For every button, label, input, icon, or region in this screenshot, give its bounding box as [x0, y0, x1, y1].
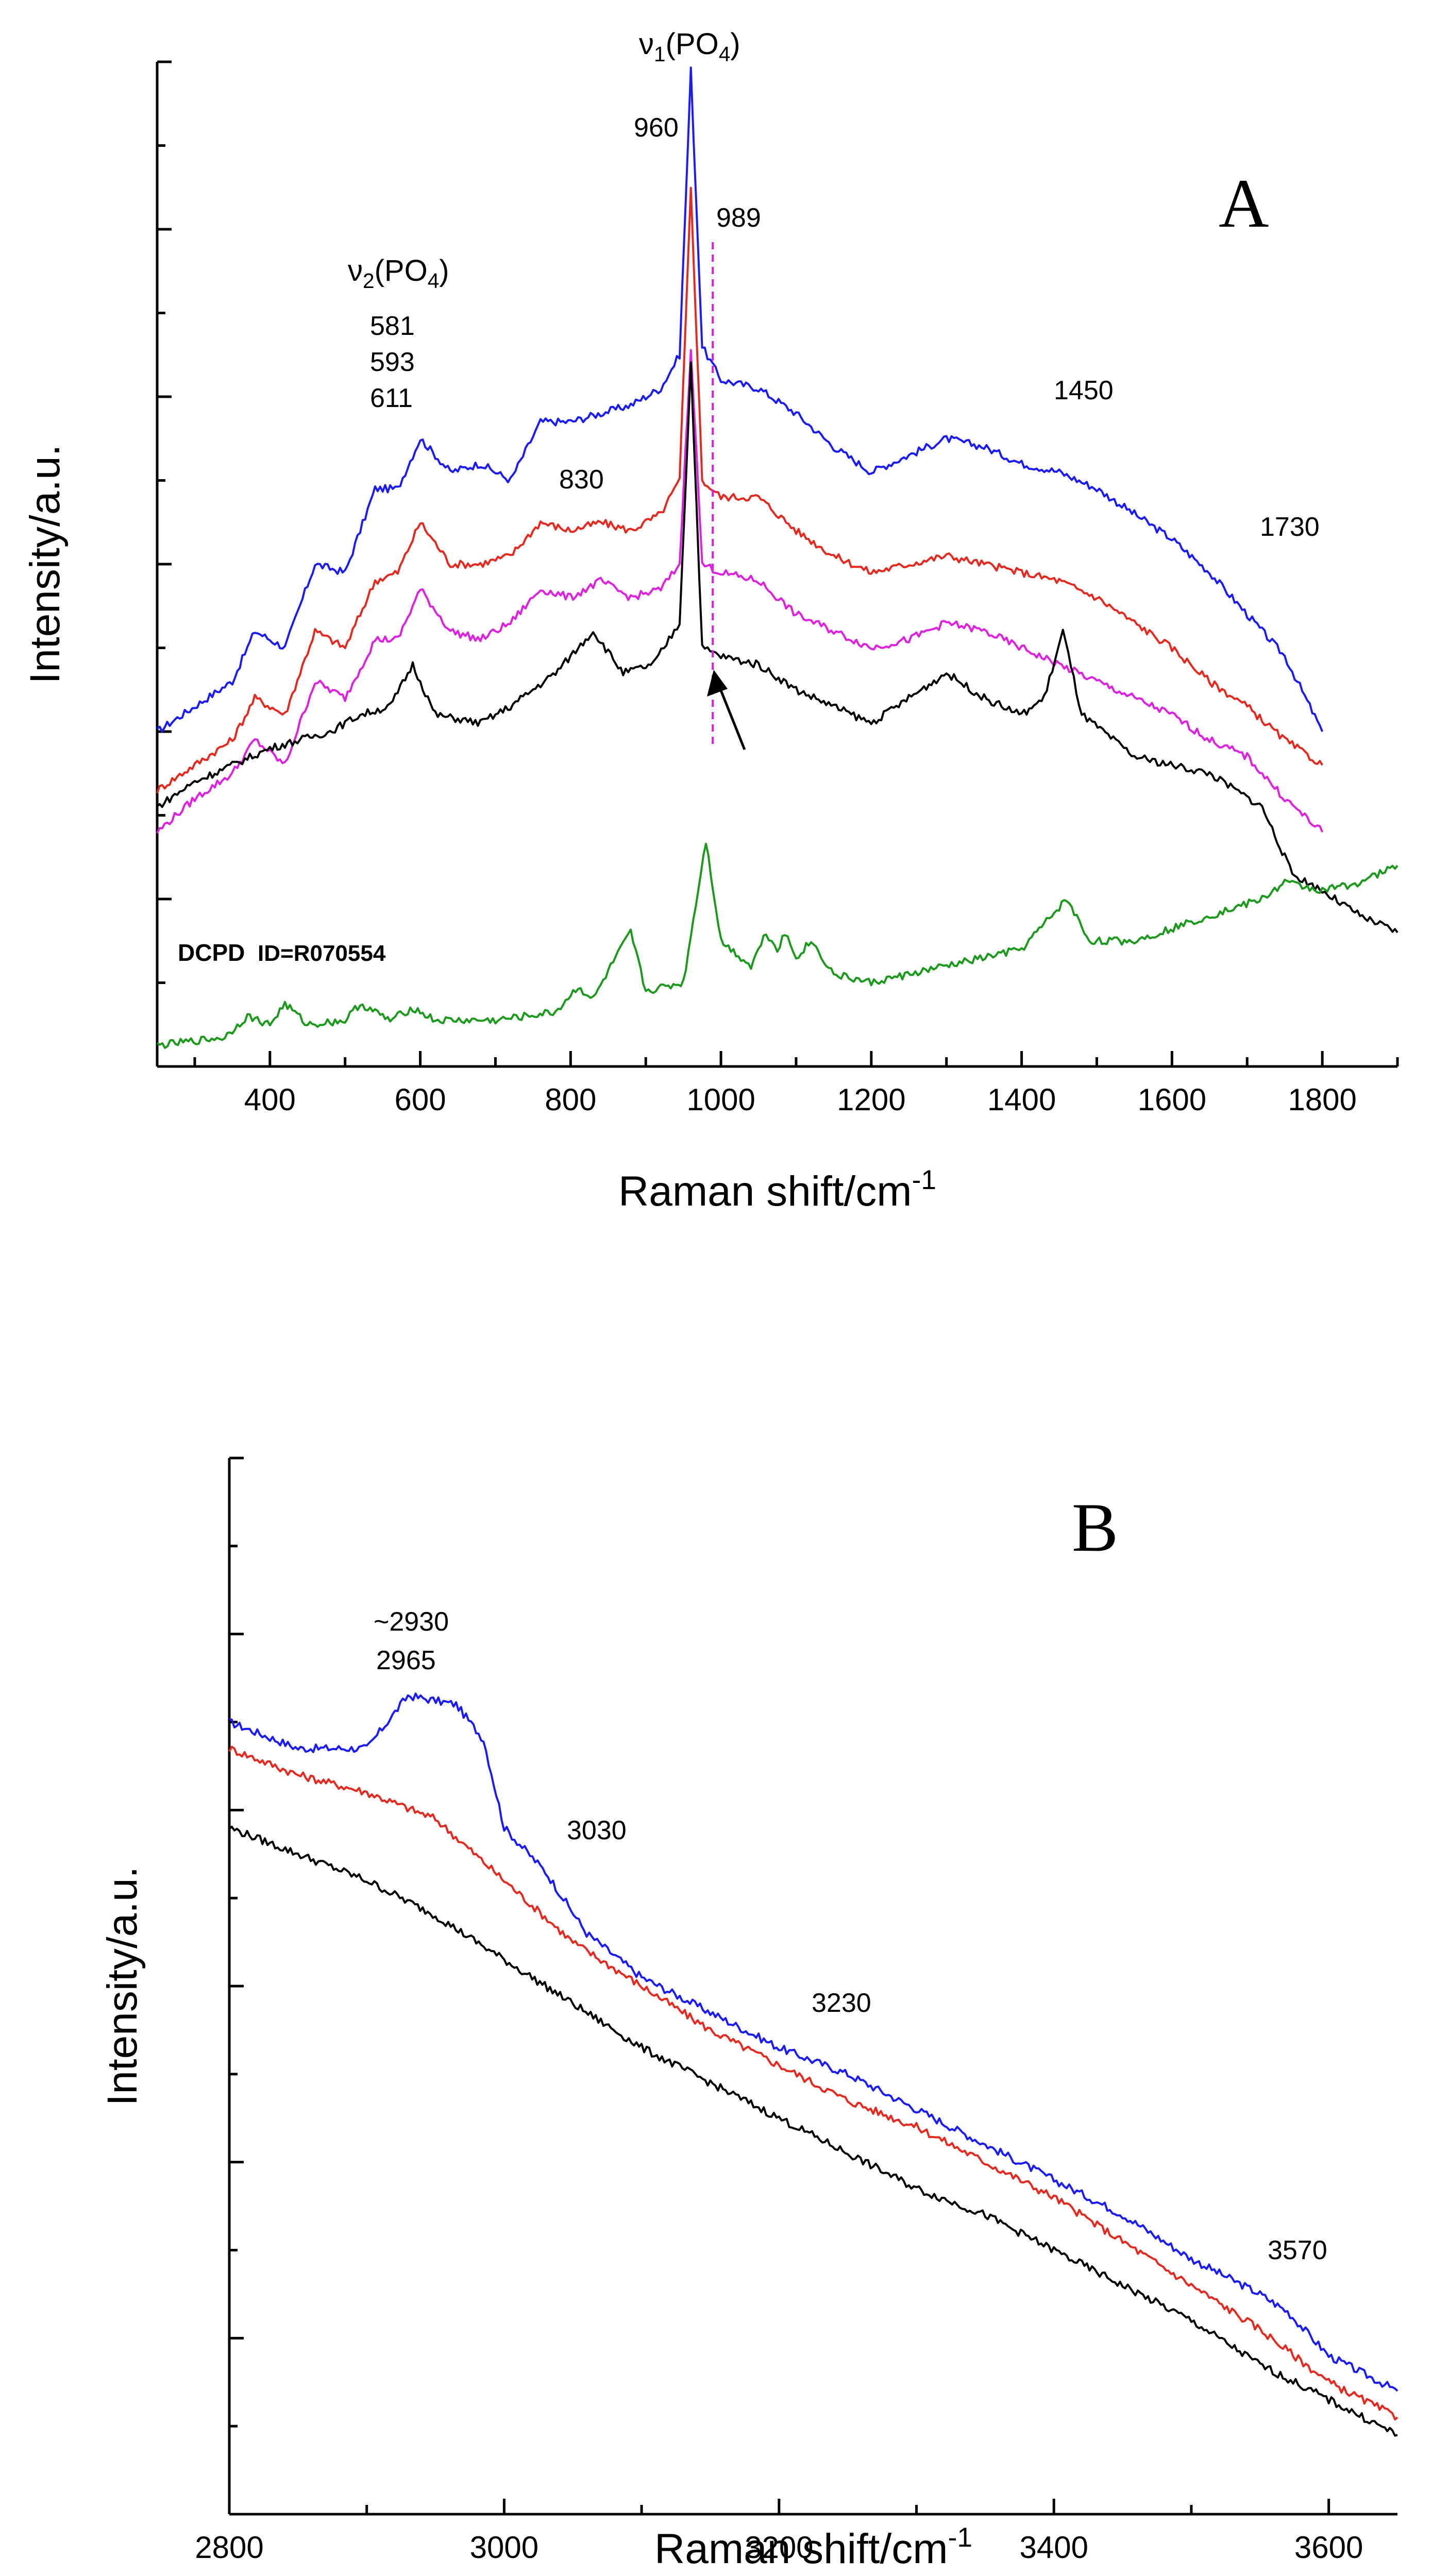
annotation-p830: 830 [559, 465, 604, 495]
a-series-green [156, 842, 1399, 1049]
annotation-p581: 581 [370, 311, 415, 341]
panel-b-axes: 2800 3000 3200 3400 3600 Raman shift/cm-1 Inte… [99, 1456, 1397, 2572]
a-series-magenta [156, 349, 1323, 834]
a-x-tick-label: 1800 [1288, 1082, 1356, 1117]
b-x-tick-label: 3000 [470, 2530, 538, 2565]
annotation-nu1: ν1(PO4) [639, 27, 740, 66]
a-y-axis-title: Intensity/a.u. [22, 445, 69, 684]
a-x-axis-title: Raman shift/cm-1 [618, 1165, 936, 1215]
a-x-tick-label: 600 [395, 1082, 446, 1117]
b-x-tick-label: 3200 [745, 2530, 813, 2565]
a-series-blue [156, 66, 1323, 733]
annotation-p1730: 1730 [1260, 512, 1320, 542]
annotation-p1450: 1450 [1054, 376, 1114, 405]
panel-b-annotations: ~2930 2965 3030 3230 3570 B [374, 1489, 1327, 2265]
annotation-b2965: 2965 [376, 1646, 436, 1675]
a-series-red [156, 187, 1323, 793]
a-x-tick-label: 1000 [686, 1082, 755, 1117]
annotation-nu2: ν2(PO4) [348, 254, 449, 293]
annotation-b3230: 3230 [812, 1988, 871, 2018]
panel-a-annotations: ν1(PO4) 960 989 ν2(PO4) 581 593 611 830 1450 1730… [178, 27, 1320, 966]
a-x-tick-label: 1400 [987, 1082, 1056, 1117]
panel-a-axes: 400 600 800 1000 1200 1400 1600 1800 Raman shift… [22, 60, 1399, 1215]
a-x-tick-label: 800 [545, 1082, 596, 1117]
a-x-tick-label: 1200 [837, 1082, 905, 1117]
panel-label-b: B [1072, 1489, 1118, 1566]
annotation-b3570: 3570 [1268, 2235, 1327, 2265]
panel-b: 2800 3000 3200 3400 3600 Raman shift/cm-1 Inte… [99, 1456, 1399, 2572]
b-x-tick-label: 2800 [195, 2530, 263, 2565]
panel-b-series [228, 1692, 1399, 2437]
a-x-tick-label: 400 [244, 1082, 296, 1117]
panel-a-series [156, 66, 1399, 1049]
arrow-indicator [717, 685, 746, 750]
annotation-p593: 593 [370, 347, 415, 377]
b-x-tick-label: 3600 [1294, 2530, 1363, 2565]
annotation-p960: 960 [634, 113, 679, 143]
arrow-head [707, 670, 728, 697]
annotation-dcpdid: ID=R070554 [258, 941, 386, 966]
annotation-p611: 611 [370, 383, 413, 413]
panel-label-a: A [1219, 165, 1269, 242]
b-series-red [228, 1745, 1399, 2421]
annotation-b3030: 3030 [567, 1816, 627, 1845]
panel-a: 400 600 800 1000 1200 1400 1600 1800 Raman shift… [22, 27, 1399, 1215]
a-x-tick-label: 1600 [1138, 1082, 1206, 1117]
b-x-tick-label: 3400 [1019, 2530, 1088, 2565]
annotation-p989: 989 [716, 203, 761, 233]
a-series-black [156, 361, 1399, 934]
b-x-axis-title: Raman shift/cm-1 [654, 2522, 972, 2572]
annotation-dcpd: DCPD [178, 939, 245, 966]
b-series-blue [229, 1692, 1399, 2392]
annotation-b2930: ~2930 [374, 1607, 449, 1637]
b-y-axis-title: Intensity/a.u. [99, 1867, 146, 2106]
b-series-black [228, 1825, 1398, 2437]
